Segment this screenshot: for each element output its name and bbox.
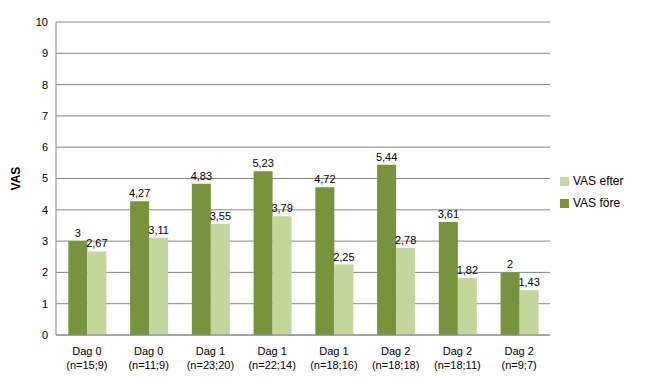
svg-text:2,78: 2,78 [395, 234, 416, 246]
svg-text:3,79: 3,79 [271, 202, 292, 214]
svg-text:VAS: VAS [9, 167, 23, 191]
svg-text:4,72: 4,72 [314, 173, 335, 185]
svg-text:5: 5 [42, 172, 48, 184]
svg-text:2,67: 2,67 [86, 237, 107, 249]
svg-text:Dag 0(n=11;9): Dag 0(n=11;9) [128, 345, 168, 371]
html-text:VAS efter: VAS efter [573, 173, 624, 188]
svg-text:9: 9 [42, 47, 48, 59]
svg-text:Dag 2(n=18;18): Dag 2(n=18;18) [372, 345, 419, 371]
svg-text:4: 4 [42, 204, 48, 216]
svg-text:4,83: 4,83 [191, 170, 212, 182]
html-text:VAS före: VAS före [573, 195, 621, 210]
svg-text:Dag 0(n=15;9): Dag 0(n=15;9) [66, 345, 107, 371]
svg-text:3,11: 3,11 [148, 224, 169, 236]
svg-text:0: 0 [42, 329, 48, 341]
svg-text:1,82: 1,82 [457, 264, 478, 276]
svg-text:Dag 1(n=18;16): Dag 1(n=18;16) [310, 345, 357, 371]
svg-text:8: 8 [42, 79, 48, 91]
svg-text:Dag 2(n=18;11): Dag 2(n=18;11) [434, 345, 481, 371]
svg-text:6: 6 [42, 141, 48, 153]
svg-text:10: 10 [36, 16, 48, 28]
svg-text:3,55: 3,55 [210, 210, 231, 222]
svg-text:2: 2 [507, 258, 513, 270]
svg-text:3,61: 3,61 [438, 208, 459, 220]
svg-text:5,23: 5,23 [252, 157, 273, 169]
svg-text:5,44: 5,44 [376, 151, 397, 163]
svg-text:Dag 1(n=23;20): Dag 1(n=23;20) [187, 345, 234, 371]
svg-text:3: 3 [42, 235, 48, 247]
svg-text:Dag 2(n=9;7): Dag 2(n=9;7) [502, 345, 537, 371]
svg-text:1,43: 1,43 [518, 276, 539, 288]
svg-text:2: 2 [42, 266, 48, 278]
svg-text:2,25: 2,25 [333, 251, 354, 263]
svg-text:3: 3 [75, 227, 81, 239]
svg-text:1: 1 [42, 298, 48, 310]
svg-text:4,27: 4,27 [129, 187, 150, 199]
svg-text:Dag 1(n=22;14): Dag 1(n=22;14) [248, 345, 295, 371]
svg-text:7: 7 [42, 110, 48, 122]
